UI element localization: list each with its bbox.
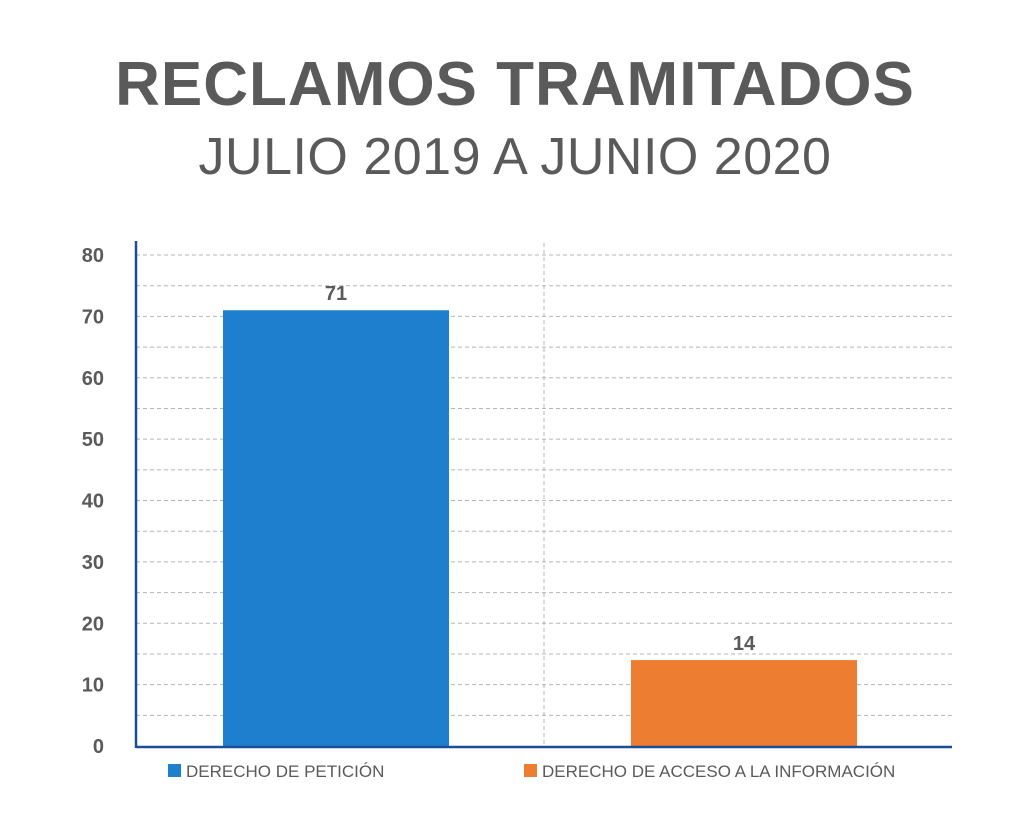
legend-label: DERECHO DE PETICIÓN [186, 762, 384, 781]
chart-title: RECLAMOS TRAMITADOS [115, 50, 915, 119]
y-tick-label: 30 [82, 552, 104, 574]
chart-subtitle: JULIO 2019 A JUNIO 2020 [198, 128, 832, 186]
bar [223, 310, 449, 746]
y-tick-label: 10 [82, 675, 104, 697]
legend-swatch [524, 764, 537, 777]
y-tick-label: 70 [82, 306, 104, 328]
data-label: 71 [325, 283, 347, 305]
y-tick-label: 0 [93, 736, 104, 758]
y-tick-label: 40 [82, 491, 104, 513]
legend-label: DERECHO DE ACCESO A LA INFORMACIÓN [542, 762, 895, 781]
y-tick-label: 80 [82, 245, 104, 267]
bar [631, 660, 857, 746]
y-tick-label: 60 [82, 368, 104, 390]
legend-swatch [168, 764, 181, 777]
y-tick-label: 20 [82, 613, 104, 635]
y-tick-label: 50 [82, 429, 104, 451]
data-label: 14 [733, 633, 756, 655]
